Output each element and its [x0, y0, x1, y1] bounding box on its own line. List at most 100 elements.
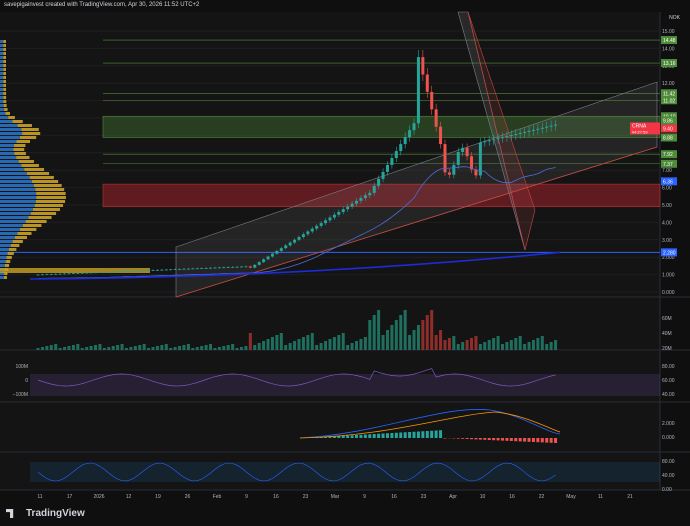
volume-profile-down	[3, 64, 7, 67]
rsi-axis-label: 40.00	[662, 392, 675, 398]
macd-hist	[483, 438, 487, 440]
volume-bar	[169, 348, 173, 350]
macd-hist	[425, 431, 429, 438]
volume-profile-up	[0, 72, 4, 75]
stoch-axis-label: 40.00	[662, 473, 675, 479]
volume-bar	[372, 315, 376, 350]
candle-body	[434, 109, 438, 127]
volume-profile-down	[3, 104, 7, 107]
macd-hist	[496, 438, 500, 441]
macd-hist	[421, 431, 425, 438]
time-axis-label: 11	[37, 494, 42, 500]
volume-profile-up	[0, 44, 4, 47]
volume-bar	[173, 347, 177, 350]
candle-body	[200, 268, 204, 269]
volume-bar	[213, 348, 217, 350]
candle-body	[288, 242, 292, 246]
volume-profile-down	[3, 48, 7, 51]
candle-body	[447, 172, 451, 175]
volume-bar	[355, 341, 359, 350]
candle-body	[279, 248, 283, 251]
volume-bar	[102, 348, 106, 350]
candle-body	[98, 272, 102, 273]
candle-body	[523, 131, 527, 133]
candle-body	[346, 206, 350, 210]
currency-label[interactable]: NOK	[669, 15, 680, 21]
time-axis-label: Mar	[331, 494, 340, 500]
macd-hist	[474, 438, 478, 440]
candle-body	[244, 266, 248, 268]
candle-body	[182, 268, 186, 270]
volume-bar	[399, 315, 403, 350]
candle-body	[500, 137, 504, 139]
candle-body	[394, 151, 398, 159]
volume-profile-up	[0, 228, 21, 231]
volume-bar	[328, 339, 332, 350]
stoch-axis-label: 0.00	[662, 487, 672, 493]
footer-bar	[0, 504, 690, 526]
rsi-band	[30, 374, 660, 396]
macd-hist	[518, 438, 522, 442]
macd-hist	[523, 438, 527, 442]
volume-profile-up	[0, 64, 4, 67]
volume-bar	[80, 348, 84, 350]
volume-bar	[496, 336, 500, 350]
macd-hist	[350, 435, 354, 438]
price-tag	[661, 112, 677, 121]
candle-body	[310, 228, 314, 232]
time-axis-label: 21	[627, 494, 633, 500]
candle-body	[549, 125, 553, 127]
volume-profile-down	[4, 108, 8, 111]
volume-bar	[452, 336, 456, 350]
volume-bar	[257, 343, 261, 350]
candle-body	[217, 267, 221, 269]
volume-bar	[195, 347, 199, 350]
candle-body	[301, 234, 305, 238]
volume-bar	[266, 339, 270, 350]
volume-profile-up	[0, 108, 5, 111]
price-axis-label: 1.000	[662, 273, 675, 279]
rsi-line	[37, 368, 556, 387]
price-axis-label: 3.00	[662, 238, 672, 244]
volume-profile-up	[0, 40, 4, 43]
volume-bar	[147, 348, 151, 350]
volume-profile-up	[0, 56, 4, 59]
volume-bar	[138, 345, 142, 350]
volume-bar	[58, 348, 62, 350]
volume-profile-up	[0, 104, 4, 107]
volume-bar	[324, 341, 328, 350]
volume-profile-up	[0, 248, 10, 251]
macd-hist	[500, 438, 504, 441]
volume-bar	[63, 347, 67, 350]
candle-body	[116, 271, 120, 273]
volume-bar	[76, 344, 80, 350]
candle-body	[355, 200, 359, 204]
stoch-band	[30, 462, 660, 482]
volume-bar	[142, 344, 146, 350]
macd-hist	[368, 434, 372, 438]
volume-profile-down	[28, 216, 52, 219]
candle-body	[416, 57, 420, 124]
macd-hist	[465, 438, 469, 439]
volume-bar	[518, 336, 522, 350]
volume-bar	[474, 336, 478, 350]
volume-profile-up	[0, 236, 15, 239]
candle-body	[67, 273, 71, 275]
candle-body	[142, 270, 146, 272]
volume-bar	[200, 346, 204, 350]
volume-profile-up	[0, 220, 26, 223]
price-tag	[661, 116, 677, 125]
volume-profile-up	[0, 272, 5, 275]
price-tag-label: 6.36	[663, 179, 673, 185]
volume-profile-down	[20, 228, 37, 231]
volume-profile-up	[0, 168, 25, 171]
volume-profile-up	[0, 252, 8, 255]
candle-body	[164, 269, 168, 271]
candle-body	[45, 274, 49, 276]
volume-bar	[239, 347, 243, 350]
candle-body	[540, 127, 544, 129]
volume-bar	[319, 343, 323, 350]
macd-hist	[399, 432, 403, 438]
volume-profile-up	[0, 204, 35, 207]
